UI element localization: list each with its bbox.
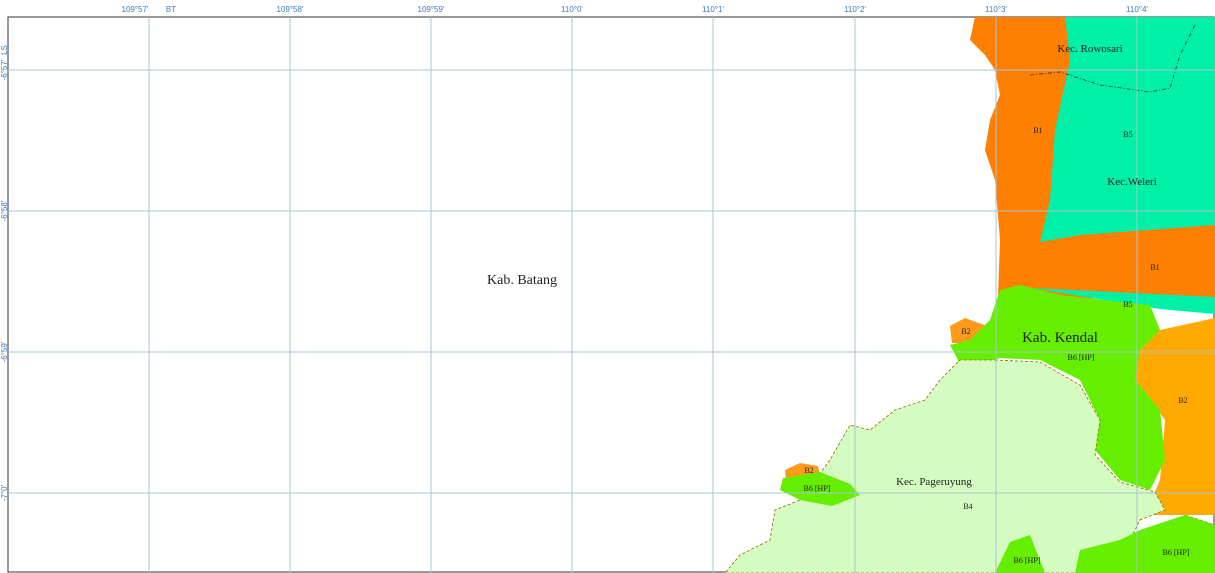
region-label: B6 [HP] [1068,353,1095,362]
region-label: B2 [961,327,970,336]
lon-label: 110°1' [702,5,724,14]
region-label: Kab. Kendal [1022,330,1098,346]
zone-b5-strip [1030,288,1215,314]
zone-b5 [1040,17,1215,242]
region-label: Kec.Weleri [1107,176,1157,188]
lon-label: 110°0' [561,5,583,14]
zone-b6 [950,285,1165,490]
lon-label: 110°3' [985,5,1007,14]
region-label: B6 [HP] [1014,556,1041,565]
lon-label: 110°2' [844,5,866,14]
region-label: B1 [1033,126,1042,135]
lat-label: -6°57' [0,59,9,80]
zone-b6-south2 [995,535,1045,573]
zone-b4 [724,359,1215,573]
lon-label: BT [166,5,176,14]
region-labels: Kec. Rowosari B1 B5 Kec.Weleri B1 Kab. B… [487,43,1190,565]
region-label: B6 [HP] [1163,548,1190,557]
lat-label: -7°0' [0,484,9,501]
zone-b2 [1130,318,1215,515]
lat-label: -6°58' [0,200,9,221]
region-label: B2 [1178,396,1187,405]
lon-label: 110°4' [1126,5,1148,14]
zone-b6-south [1075,515,1215,573]
region-label: Kec. Rowosari [1057,43,1122,55]
left-labels: LS -6°57' -6°58' -6°59' -7°0' [0,45,9,501]
graticule [8,17,1215,573]
region-label: Kab. Batang [487,273,557,288]
region-label: B2 [804,466,813,475]
region-label: B6 [HP] [804,484,831,493]
district-border [1029,24,1196,93]
lon-label: 109°58' [277,5,304,14]
region-label: B1 [1150,263,1159,272]
lat-label: -6°59' [0,341,9,362]
region-label: B4 [963,502,972,511]
region-label: Kec. Pageruyung [896,476,972,488]
region-label: B5 [1123,300,1132,309]
lon-label: 109°59' [418,5,445,14]
region-label: B5 [1123,130,1132,139]
top-labels: 109°57' BT 109°58' 109°59' 110°0' 110°1'… [122,5,1149,14]
lon-label: 109°57' [122,5,149,14]
zone-b6-west [780,472,860,506]
lat-label: LS [0,45,9,55]
